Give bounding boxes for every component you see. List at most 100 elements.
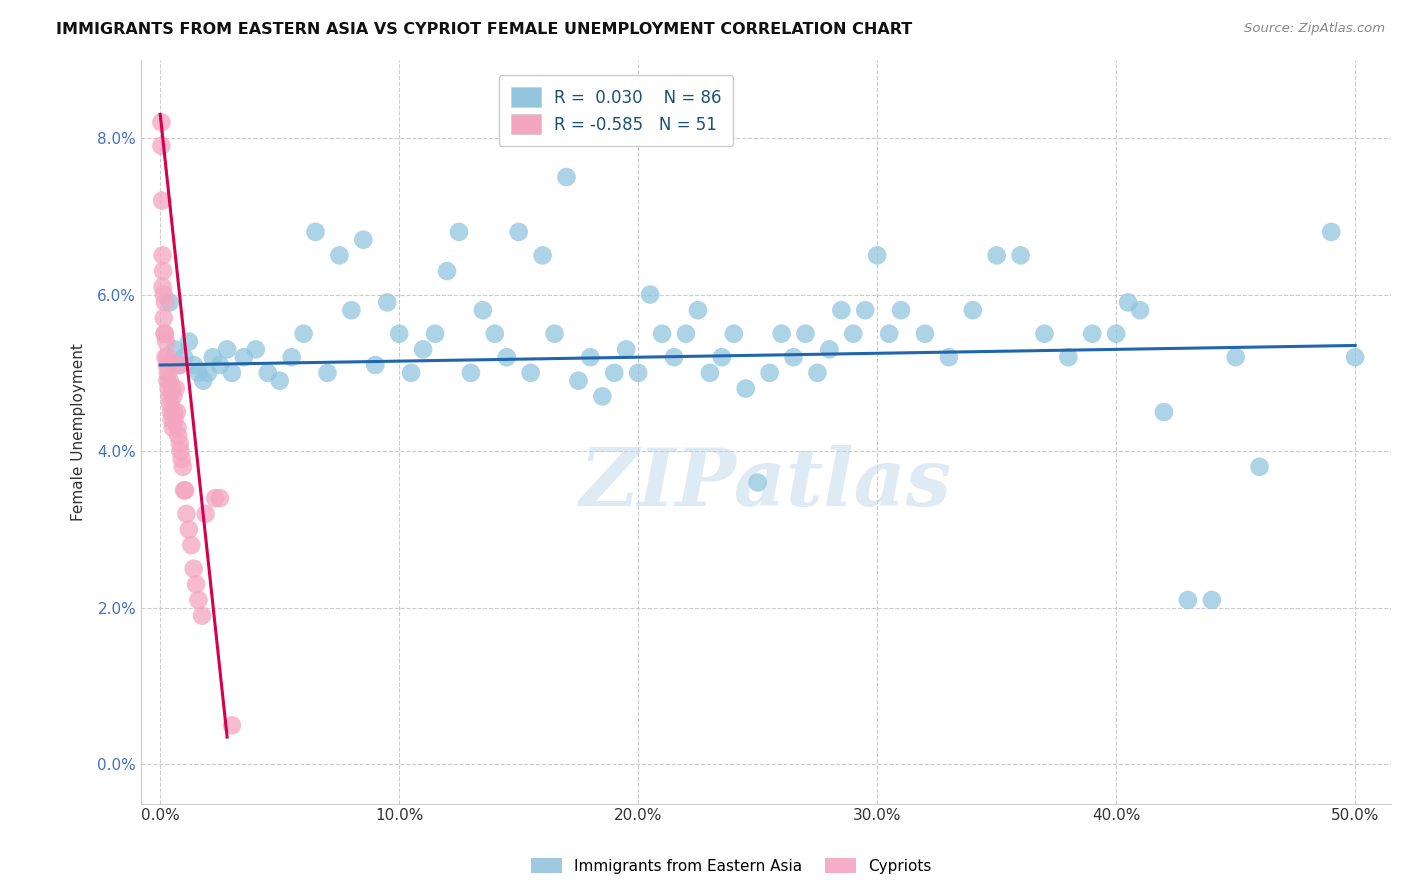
Text: IMMIGRANTS FROM EASTERN ASIA VS CYPRIOT FEMALE UNEMPLOYMENT CORRELATION CHART: IMMIGRANTS FROM EASTERN ASIA VS CYPRIOT …: [56, 22, 912, 37]
Point: [150, 115, 173, 129]
Point: [193, 374, 215, 388]
Point: [166, 405, 188, 419]
Point: [866, 248, 889, 262]
Point: [662, 350, 685, 364]
Y-axis label: Female Unemployment: Female Unemployment: [72, 343, 86, 521]
Point: [173, 483, 195, 498]
Point: [1320, 225, 1343, 239]
Point: [174, 483, 197, 498]
Point: [160, 413, 183, 427]
Point: [758, 366, 780, 380]
Point: [508, 225, 530, 239]
Point: [651, 326, 673, 341]
Point: [842, 326, 865, 341]
Point: [183, 562, 205, 576]
Point: [471, 303, 494, 318]
Point: [159, 295, 181, 310]
Point: [169, 358, 191, 372]
Point: [155, 350, 177, 364]
Point: [484, 326, 506, 341]
Point: [877, 326, 900, 341]
Point: [1249, 459, 1271, 474]
Point: [1225, 350, 1247, 364]
Point: [256, 366, 278, 380]
Point: [412, 343, 434, 357]
Point: [155, 334, 177, 349]
Point: [162, 389, 184, 403]
Point: [163, 343, 186, 357]
Point: [152, 248, 174, 262]
Point: [169, 358, 191, 372]
Point: [495, 350, 517, 364]
Point: [794, 326, 817, 341]
Point: [423, 326, 446, 341]
Point: [1201, 593, 1223, 607]
Point: [603, 366, 626, 380]
Legend: R =  0.030    N = 86, R = -0.585   N = 51: R = 0.030 N = 86, R = -0.585 N = 51: [499, 75, 733, 146]
Point: [399, 366, 422, 380]
Point: [163, 413, 186, 427]
Text: ZIPatlas: ZIPatlas: [581, 445, 952, 523]
Point: [304, 225, 326, 239]
Point: [194, 507, 217, 521]
Point: [460, 366, 482, 380]
Point: [153, 326, 176, 341]
Point: [160, 358, 183, 372]
Point: [340, 303, 363, 318]
Point: [167, 428, 190, 442]
Point: [328, 248, 350, 262]
Point: [180, 538, 202, 552]
Point: [962, 303, 984, 318]
Point: [1177, 593, 1199, 607]
Point: [352, 233, 374, 247]
Point: [156, 358, 179, 372]
Point: [221, 718, 243, 732]
Point: [770, 326, 793, 341]
Point: [519, 366, 541, 380]
Point: [269, 374, 291, 388]
Point: [591, 389, 613, 403]
Point: [187, 366, 209, 380]
Point: [153, 326, 176, 341]
Point: [555, 170, 578, 185]
Point: [388, 326, 411, 341]
Point: [747, 475, 769, 490]
Point: [232, 350, 254, 364]
Point: [543, 326, 565, 341]
Point: [172, 459, 194, 474]
Point: [436, 264, 458, 278]
Point: [830, 303, 852, 318]
Point: [165, 382, 187, 396]
Point: [157, 382, 180, 396]
Point: [150, 138, 173, 153]
Point: [173, 350, 195, 364]
Point: [162, 420, 184, 434]
Point: [1116, 295, 1139, 310]
Point: [447, 225, 470, 239]
Point: [782, 350, 804, 364]
Point: [208, 491, 231, 505]
Point: [166, 420, 188, 434]
Point: [627, 366, 650, 380]
Point: [280, 350, 302, 364]
Point: [1153, 405, 1175, 419]
Point: [156, 374, 179, 388]
Point: [316, 366, 339, 380]
Point: [152, 279, 174, 293]
Point: [187, 593, 209, 607]
Point: [1081, 326, 1104, 341]
Point: [914, 326, 936, 341]
Point: [853, 303, 876, 318]
Point: [170, 452, 193, 467]
Point: [156, 350, 179, 364]
Point: [177, 334, 200, 349]
Point: [686, 303, 709, 318]
Point: [197, 366, 219, 380]
Point: [986, 248, 1008, 262]
Point: [150, 194, 173, 208]
Point: [152, 311, 174, 326]
Point: [710, 350, 733, 364]
Point: [177, 523, 200, 537]
Point: [183, 358, 205, 372]
Point: [675, 326, 697, 341]
